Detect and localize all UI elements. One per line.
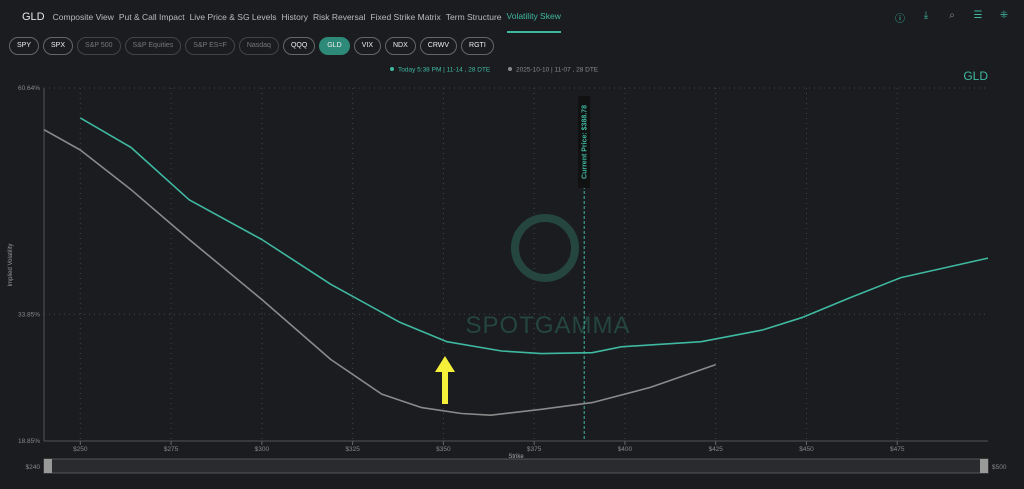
x-tick-label: $400 — [618, 446, 633, 453]
legend-entry: 2025-10-10 | 11-07 , 28 DTE — [516, 67, 599, 74]
range-slider-track — [43, 458, 989, 474]
y-tick-label: 18.85% — [18, 438, 40, 445]
series-line-0 — [79, 117, 989, 355]
x-tick-label: $275 — [164, 446, 179, 453]
legend-marker-icon — [508, 67, 512, 71]
ticker-pill[interactable]: CRWV — [419, 37, 458, 55]
x-tick-label: $300 — [255, 446, 270, 453]
top-nav: GLD Composite View Put & Call Impact Live … — [0, 0, 1024, 34]
y-axis-label: Implied Volatility — [8, 243, 14, 286]
tab-composite-view[interactable]: Composite View — [52, 12, 114, 22]
tab-history[interactable]: History — [281, 12, 308, 22]
ticker-pill[interactable]: SPY — [9, 37, 40, 55]
ticker-pill[interactable]: S&P 500 — [77, 37, 121, 55]
search-icon[interactable]: ⌕ — [949, 10, 955, 21]
range-max-label: $500 — [992, 464, 1007, 471]
ticker-pill[interactable]: Nasdaq — [238, 37, 279, 55]
tab-put-call-impact[interactable]: Put & Call Impact — [118, 12, 185, 22]
ticker-pill[interactable]: VIX — [353, 37, 381, 55]
tab-volatility-skew[interactable]: Volatility Skew — [506, 1, 561, 33]
legend-entry: Today 5:38 PM | 11-14 , 28 DTE — [398, 67, 491, 74]
collapse-icon[interactable]: ⁜ — [999, 10, 1009, 21]
range-min-label: $240 — [26, 464, 41, 471]
range-slider-right-handle[interactable] — [980, 459, 988, 473]
tab-live-price-sg-levels[interactable]: Live Price & SG Levels — [189, 12, 277, 22]
ticker-pill[interactable]: RGTI — [461, 37, 494, 55]
x-tick-label: $425 — [708, 446, 723, 453]
legend-marker-icon — [390, 67, 394, 71]
ticker-pill[interactable]: S&P ES=F — [185, 37, 235, 55]
tab-risk-reversal[interactable]: Risk Reversal — [312, 12, 366, 22]
watermark-logo-icon — [511, 214, 579, 282]
info-icon[interactable]: ⓘ — [895, 14, 905, 25]
watermark-text: SPOTGAMMA — [465, 312, 630, 339]
x-tick-label: $250 — [73, 446, 88, 453]
x-tick-label: $375 — [527, 446, 542, 453]
annotation-arrow-icon — [435, 356, 455, 404]
series-line-1 — [43, 129, 716, 416]
x-tick-label: $475 — [890, 446, 905, 453]
y-tick-label: 33.85% — [18, 311, 40, 318]
ticker-pill[interactable]: SPX — [43, 37, 74, 55]
ticker-pill[interactable]: NDX — [385, 37, 416, 55]
current-price-label-bg — [578, 96, 591, 188]
tab-term-structure[interactable]: Term Structure — [445, 12, 502, 22]
ticker-pill[interactable]: GLD — [319, 37, 350, 55]
ticker-pill[interactable]: QQQ — [282, 37, 316, 55]
download-icon[interactable]: ⤓ — [923, 10, 929, 21]
x-axis-label: Strike — [508, 454, 524, 460]
toolbar: ⓘ ⤓ ⌕ ☰ ⁜ — [894, 10, 1010, 25]
x-tick-label: $450 — [799, 446, 814, 453]
ticker-pills: SPY SPX S&P 500 S&P Equities S&P ES=F Nasdaq Q… — [9, 37, 494, 55]
chart-title: GLD — [963, 69, 988, 83]
range-slider-left-handle[interactable] — [44, 459, 52, 473]
sliders-icon[interactable]: ☰ — [973, 10, 983, 21]
ticker-pill[interactable]: S&P Equities — [124, 37, 182, 55]
tab-fixed-strike-matrix[interactable]: Fixed Strike Matrix — [370, 12, 441, 22]
symbol-title: GLD — [22, 11, 45, 23]
y-tick-label: 60.64% — [18, 85, 40, 92]
x-tick-label: $325 — [345, 446, 360, 453]
x-tick-label: $350 — [436, 446, 451, 453]
current-price-label: Current Price: $388.78 — [582, 105, 589, 179]
